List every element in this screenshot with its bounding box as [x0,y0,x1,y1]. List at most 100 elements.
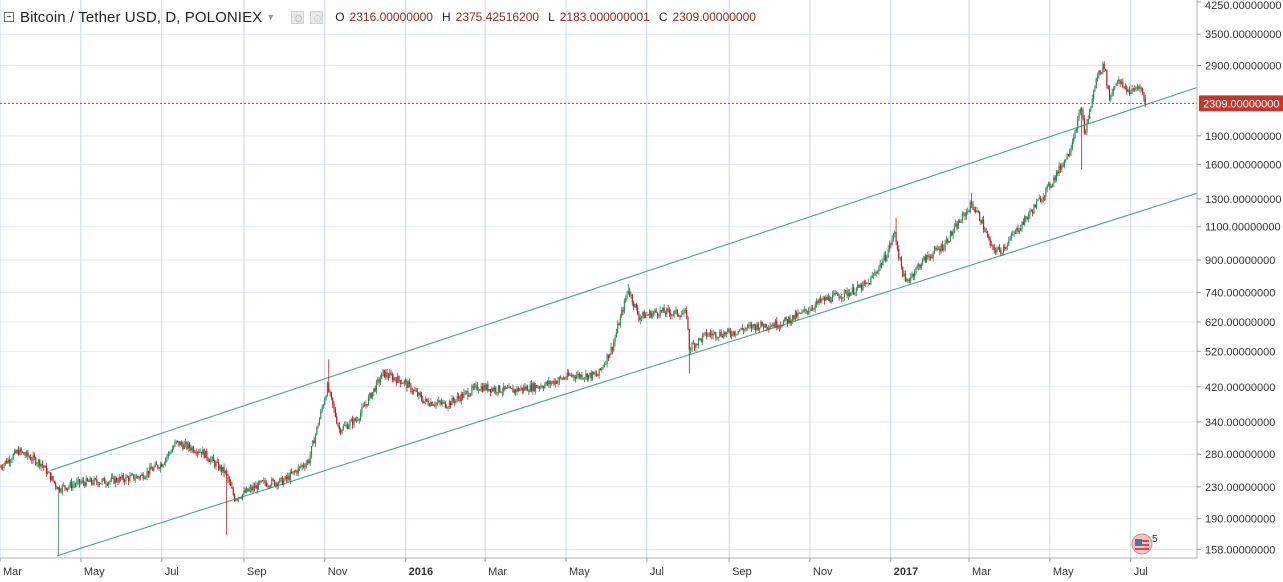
symbol-title[interactable]: Bitcoin / Tether USD, D, POLONIEX [20,8,263,26]
candle-body [823,297,826,301]
candle-body [428,404,431,406]
candle-body [507,387,509,389]
candle-body [740,328,742,331]
candle-body [1136,87,1138,89]
candle-body [731,334,733,336]
candle-body [554,380,557,385]
candle-body [1012,234,1014,235]
candle-body [219,465,221,470]
candle-body [691,343,693,350]
candle-body [192,447,195,452]
candle-body [826,297,828,300]
candle-body [452,397,454,401]
candle-body [1131,88,1133,93]
candle-body [782,321,785,326]
candle-body [694,343,696,349]
candle-body [846,290,848,296]
candle-body [293,471,295,473]
candle-body [526,386,529,392]
time-axis-tick-label: Nov [328,566,348,578]
collapse-icon[interactable] [4,12,14,22]
candle-body [638,314,640,320]
candle-body [85,478,87,487]
candle-body [503,385,505,392]
channel-trendline[interactable] [50,87,1198,471]
candle-body [230,481,232,486]
candle-body [1143,93,1145,99]
candle-body [125,476,127,482]
candle-body [245,488,248,493]
candle-body [1103,63,1105,70]
candle-body [538,387,541,388]
candle-body [138,477,140,479]
candle-body [81,480,83,483]
candle-body [593,371,595,375]
candle-body [863,282,865,284]
channel-lines[interactable] [50,87,1198,557]
low-value: 2183.000000001 [559,10,650,24]
settings-icon[interactable] [310,10,324,24]
candle-body [275,482,277,486]
candle-body [129,475,131,482]
candle-body [101,479,103,483]
candle-body [727,329,729,332]
candle-body [952,231,954,236]
candle-body [373,388,375,393]
candle-body [581,374,583,379]
candle-body [349,421,351,427]
candles [0,60,1146,556]
candle-body [175,440,177,443]
candle-body [1085,131,1087,134]
candle-body [595,373,598,376]
candle-body [564,377,566,379]
candle-body [623,300,625,312]
price-axis[interactable]: 4250.00000000 3500.00000000 2900.00000000 1… [1197,0,1281,556]
candle-body [15,450,17,454]
candle-body [680,314,682,318]
candle-body [911,273,913,278]
candle-body [416,391,419,396]
candle-body [51,476,53,481]
time-axis-tick-label: 2017 [894,566,918,578]
candle-body [937,249,940,250]
candle-body [712,333,714,336]
candle-body [464,391,466,393]
candle-body [435,402,437,406]
price-axis-panel[interactable] [1197,0,1283,558]
channel-trendline[interactable] [56,192,1198,557]
candle-body [1107,85,1109,89]
candle-body [868,282,871,285]
candle-body [253,486,256,489]
chevron-down-icon[interactable]: ▼ [266,12,276,22]
candle-body [895,232,897,243]
candle-body [630,294,632,296]
candle-body [1045,188,1047,197]
events-badge[interactable]: 5 [1130,531,1166,555]
visibility-icon[interactable] [291,10,305,24]
candle-body [1024,216,1026,225]
candle-body [316,426,318,435]
candle-body [93,478,95,485]
candle-body [374,388,376,392]
candle-body [684,310,686,311]
price-axis-tick-label: 900.00000000 [1205,255,1275,267]
candle-body [362,405,364,407]
candle-body [476,384,478,391]
candle-body [728,329,730,332]
candle-body [1071,141,1073,149]
candle-body [450,401,452,406]
candle-body [951,231,953,236]
candle-body [475,384,477,386]
candle-body [382,369,384,373]
candle-body [672,314,674,315]
candle-body [785,317,787,320]
candle-body [516,387,518,392]
price-axis-tick-label: 3500.00000000 [1205,29,1281,41]
candle-body [651,313,653,318]
candle-body [329,391,331,393]
time-axis[interactable]: Mar May Jul Sep Nov 2016 Mar May Jul Sep Nov 2017 Ma… [0,558,1148,578]
candle-body [896,242,899,250]
candle-body [704,332,706,334]
